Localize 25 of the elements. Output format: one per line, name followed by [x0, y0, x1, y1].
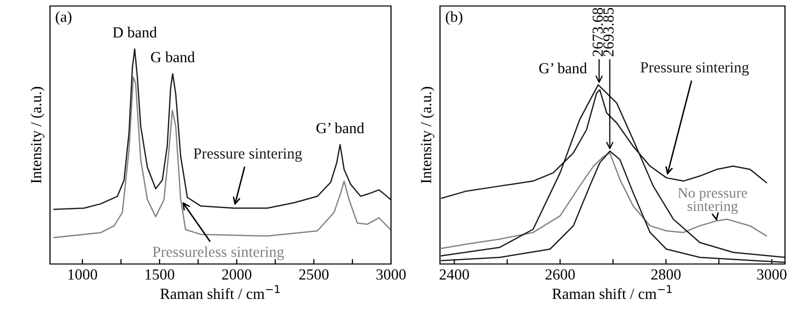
x-tick-label: 2400 — [440, 269, 469, 280]
x-tick-label: 3000 — [757, 269, 786, 280]
text: (a) — [56, 11, 72, 26]
y-axis-title: Intensity / (a.u.) — [420, 86, 434, 184]
annotation: 2693.85 — [603, 8, 614, 56]
annotation: G band — [151, 52, 195, 62]
x-tick-label: 2500 — [299, 269, 329, 280]
x-tick-label: 1000 — [68, 269, 98, 280]
x-tick-label: 2600 — [546, 269, 575, 280]
x-axis-title: Raman shift / cm$^{−1}$ — [160, 285, 280, 299]
series-label: No pressure sintering — [678, 188, 748, 214]
series-label: Pressureless sintering — [152, 246, 284, 260]
annotation: D band — [112, 26, 157, 38]
annotation: G’ band — [316, 122, 364, 134]
x-tick-label: 2000 — [222, 269, 252, 280]
x-tick-label: 2800 — [651, 269, 681, 280]
x-tick-label: 1500 — [146, 269, 174, 280]
annotation: 2673.68 — [592, 8, 603, 56]
text: Pressure sintering — [640, 62, 749, 76]
text: (b) — [446, 11, 462, 26]
x-tick-label: 3000 — [376, 269, 406, 280]
x-axis-title: Raman shift / cm$^{−1}$ — [552, 285, 672, 299]
annotation: G’ band — [539, 62, 587, 74]
series-label: Pressure sintering — [194, 148, 302, 162]
y-axis-title: Intensity / (a.u.) — [30, 86, 44, 184]
